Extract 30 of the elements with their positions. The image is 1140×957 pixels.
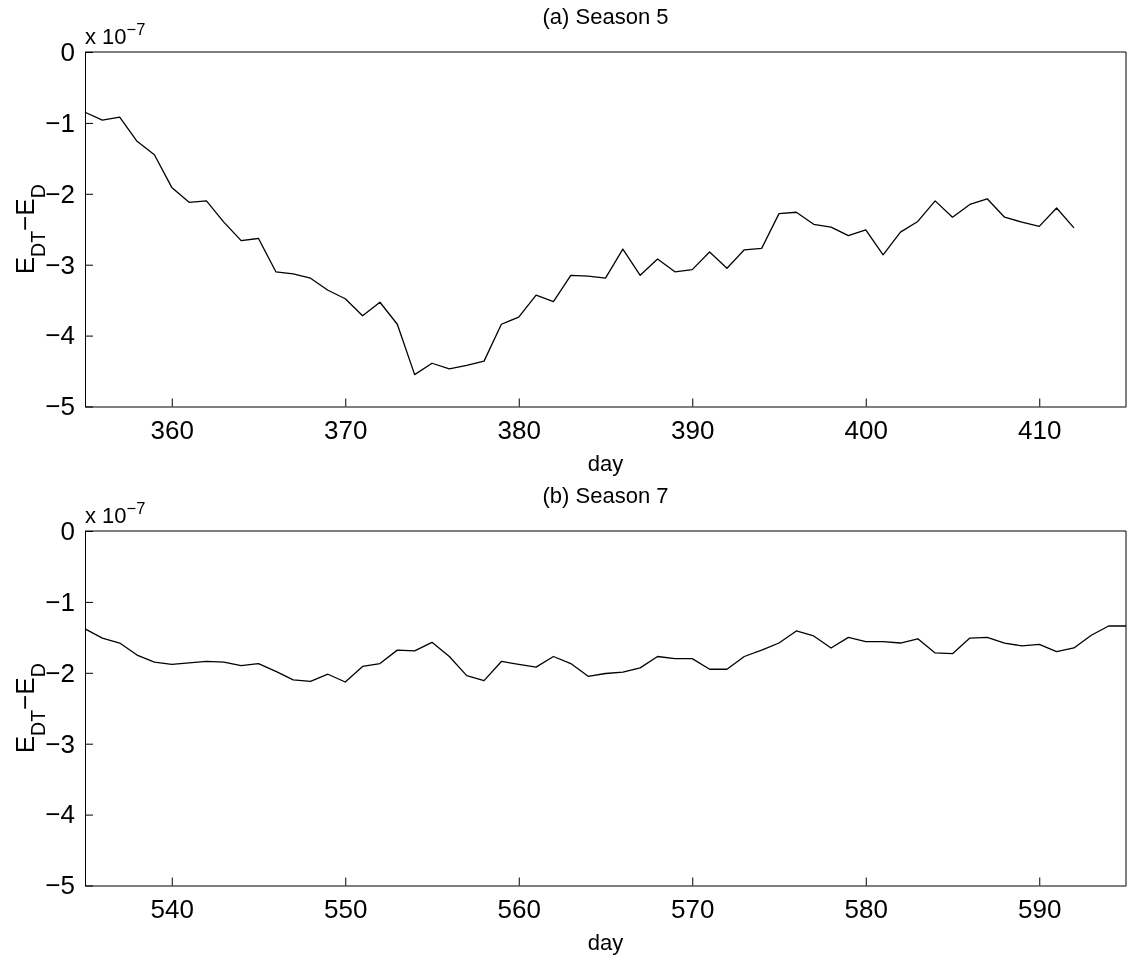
x-axis-title: day	[587, 929, 624, 954]
x-tick-label: 400	[844, 414, 888, 445]
x-tick-label: 360	[150, 414, 194, 445]
x-axis-title: day	[587, 450, 624, 476]
y-tick-label: −5	[45, 869, 75, 900]
x-tick-label: 570	[671, 893, 715, 924]
y-tick-label: −2	[45, 657, 75, 688]
x-tick-label: 580	[844, 893, 888, 924]
x-tick-label: 550	[324, 893, 368, 924]
y-tick-label: −2	[45, 178, 75, 209]
y-tick-label: −5	[45, 391, 75, 422]
y-tick-label: −1	[45, 586, 75, 617]
text: x 10$^{−7}$	[85, 20, 146, 49]
y-tick-label: −3	[45, 728, 75, 759]
text: x 10$^{−7}$	[85, 498, 146, 528]
chart-title: (b) Season 7	[542, 482, 669, 508]
x-tick-label: 410	[1018, 414, 1062, 445]
y-tick-label: −4	[45, 320, 75, 351]
y-tick-label: −3	[45, 249, 75, 280]
x-tick-label: 540	[150, 893, 194, 924]
x-tick-label: 370	[324, 414, 368, 445]
y-tick-label: −1	[45, 107, 75, 138]
x-tick-label: 590	[1018, 893, 1062, 924]
x-tick-label: 380	[497, 414, 541, 445]
x-tick-label: 560	[497, 893, 541, 924]
x-tick-label: 390	[671, 414, 715, 445]
y-tick-label: 0	[60, 36, 75, 67]
y-tick-label: −4	[45, 798, 75, 829]
chart-title: (a) Season 5	[542, 4, 669, 29]
y-tick-label: 0	[60, 515, 75, 546]
